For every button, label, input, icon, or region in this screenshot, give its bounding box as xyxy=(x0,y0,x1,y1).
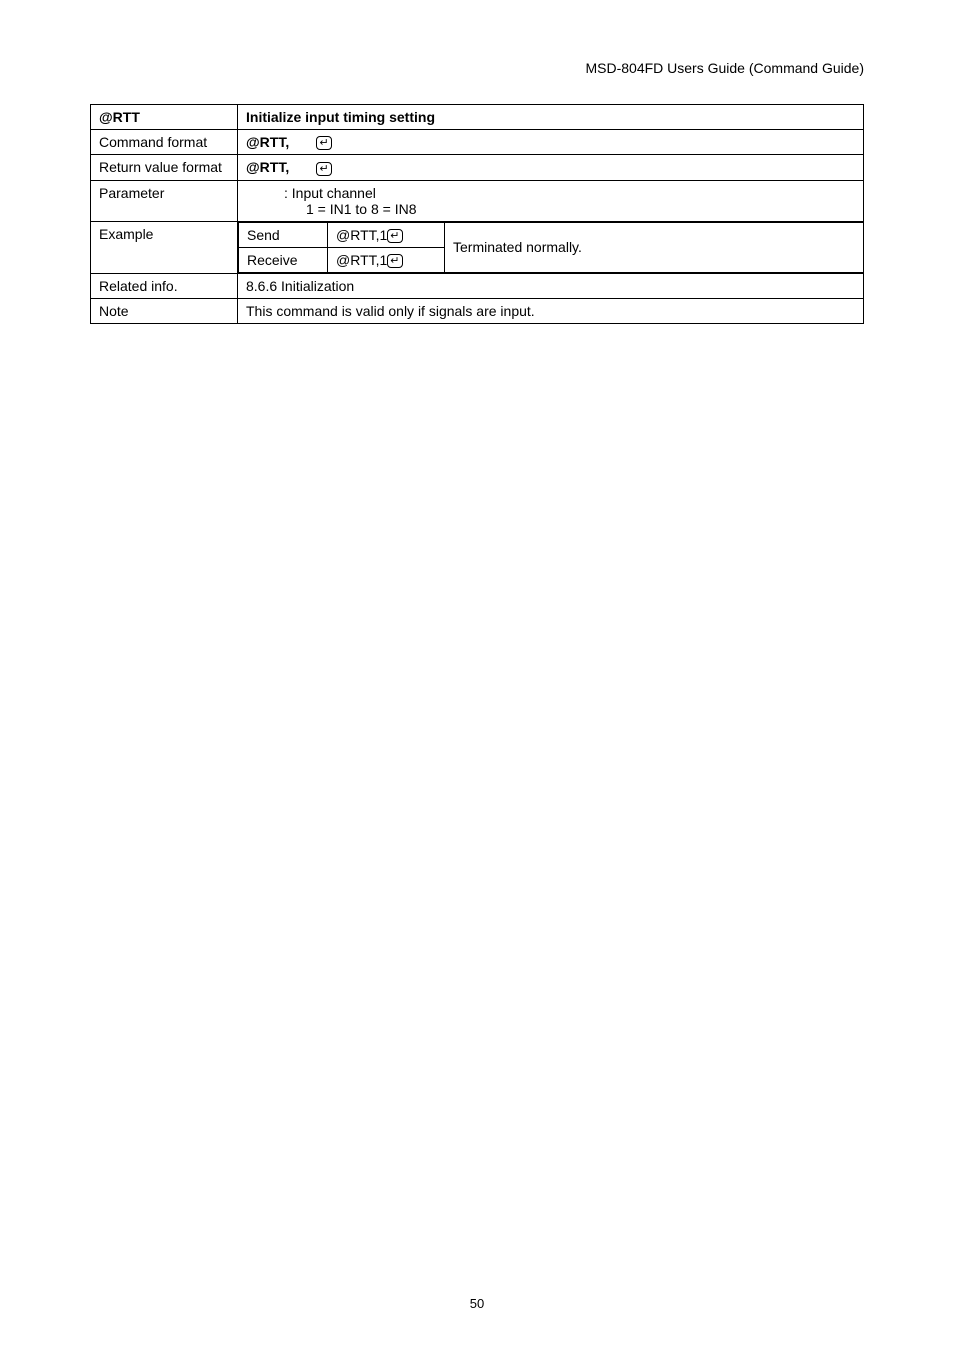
example-label: Example xyxy=(91,221,238,274)
command-prefix: @RTT, xyxy=(246,134,289,150)
example-result: Terminated normally. xyxy=(445,222,864,273)
example-receive-value: @RTT,1↵ xyxy=(328,247,445,272)
example-value: Send @RTT,1↵ Terminated normally. Receiv… xyxy=(238,221,864,274)
return-format-value: @RTT, ↵ xyxy=(238,155,864,180)
command-format-label: Command format xyxy=(91,130,238,155)
return-icon: ↵ xyxy=(316,136,331,150)
command-table: @RTT Initialize input timing setting Com… xyxy=(90,104,864,324)
return-icon: ↵ xyxy=(387,254,402,268)
related-info-label: Related info. xyxy=(91,274,238,299)
parameter-label: Parameter xyxy=(91,180,238,221)
cmd-name-cell: @RTT xyxy=(91,105,238,130)
related-info-value: 8.6.6 Initialization xyxy=(238,274,864,299)
parameter-value: : Input channel 1 = IN1 to 8 = IN8 xyxy=(238,180,864,221)
return-icon: ↵ xyxy=(316,162,331,176)
example-inner-table: Send @RTT,1↵ Terminated normally. Receiv… xyxy=(238,222,863,274)
example-send-label: Send xyxy=(239,222,328,247)
return-format-label: Return value format xyxy=(91,155,238,180)
page-number: 50 xyxy=(0,1296,954,1311)
page-header: MSD-804FD Users Guide (Command Guide) xyxy=(90,60,864,76)
param-line1: : Input channel xyxy=(246,185,855,201)
param-line2: 1 = IN1 to 8 = IN8 xyxy=(246,201,855,217)
cmd-desc-cell: Initialize input timing setting xyxy=(238,105,864,130)
example-send-value: @RTT,1↵ xyxy=(328,222,445,247)
note-value: This command is valid only if signals ar… xyxy=(238,299,864,324)
return-prefix: @RTT, xyxy=(246,159,289,175)
command-format-value: @RTT, ↵ xyxy=(238,130,864,155)
note-label: Note xyxy=(91,299,238,324)
example-receive-label: Receive xyxy=(239,247,328,272)
return-icon: ↵ xyxy=(387,229,402,243)
